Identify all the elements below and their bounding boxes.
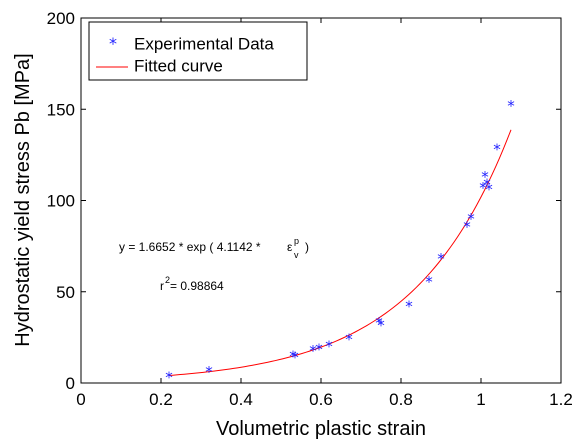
y-tick-label: 0	[66, 374, 75, 393]
data-point: *	[345, 330, 353, 348]
data-point: *	[437, 250, 445, 268]
r-label: r	[160, 279, 164, 293]
y-tick-label: 50	[56, 283, 75, 302]
legend-marker-experimental: *	[109, 34, 117, 53]
data-point: *	[483, 175, 491, 193]
x-tick-label: 1.2	[549, 390, 573, 409]
data-point: *	[165, 369, 173, 387]
x-tick-label: 0.8	[389, 390, 413, 409]
legend-label-fitted: Fitted curve	[134, 56, 223, 75]
y-axis-ticks: 0 50 100 150 200	[47, 9, 561, 393]
data-point: *	[425, 273, 433, 291]
data-point: *	[463, 218, 471, 236]
equation-prefix: y = 1.6652 * exp ( 4.1142 *	[119, 240, 261, 254]
data-point: *	[205, 363, 213, 381]
experimental-data-group: * *** ** * **************	[165, 97, 515, 387]
legend-box	[88, 21, 308, 81]
y-tick-label: 150	[47, 100, 75, 119]
data-point: *	[289, 348, 297, 366]
y-tick-label: 200	[47, 9, 75, 28]
data-point: *	[405, 298, 413, 316]
equation-epsilon-sup: p	[294, 236, 299, 246]
r-sup: 2	[165, 275, 170, 285]
fitted-curve-group	[168, 129, 512, 376]
data-point: *	[309, 342, 317, 360]
data-point: *	[479, 179, 487, 197]
fitted-curve-line	[168, 129, 512, 376]
x-tick-label: 0.6	[309, 390, 333, 409]
equation-close: )	[305, 240, 309, 254]
data-point: *	[315, 340, 323, 358]
data-point: *	[325, 338, 333, 356]
equation-annotation: y = 1.6652 * exp ( 4.1142 * ε p v )	[119, 236, 309, 260]
x-axis-ticks: 0 0.2 0.4 0.6 0.8 1 1.2	[76, 18, 573, 409]
r-squared-annotation: r 2 = 0.98864	[160, 275, 224, 293]
data-point: *	[375, 314, 383, 332]
x-tick-label: 0	[76, 390, 85, 409]
data-point: *	[481, 168, 489, 186]
x-tick-label: 0.2	[149, 390, 173, 409]
equation-epsilon: ε	[287, 240, 293, 254]
data-point: *	[467, 210, 475, 228]
r-value: = 0.98864	[170, 279, 224, 293]
x-tick-label: 1	[476, 390, 485, 409]
legend-label-experimental: Experimental Data	[134, 34, 274, 53]
equation-epsilon-sub: v	[294, 250, 299, 260]
x-tick-label: 0.4	[229, 390, 253, 409]
y-tick-label: 100	[47, 192, 75, 211]
data-point: *	[377, 317, 385, 335]
data-point: *	[291, 349, 299, 367]
data-point: *	[485, 181, 493, 199]
data-point: *	[507, 97, 515, 115]
data-point: *	[493, 141, 501, 159]
legend: * Experimental Data Fitted curve	[88, 21, 308, 81]
y-axis-label: Hydrostatic yield stress Pb [MPa]	[12, 53, 34, 346]
x-axis-label: Volumetric plastic strain	[216, 418, 426, 440]
